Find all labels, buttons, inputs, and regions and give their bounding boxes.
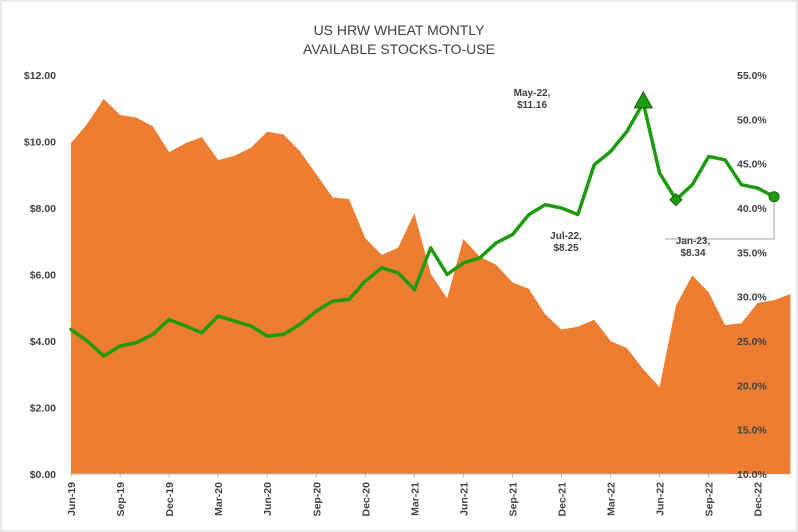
y-left-tick-label: $6.00: [30, 270, 56, 282]
y-right-tick-label: 50.0%: [737, 114, 767, 126]
peak-triangle-marker: [633, 90, 654, 109]
stocks-to-use-area-layer: [71, 98, 791, 475]
x-tick-label: Dec-22: [753, 482, 765, 517]
stocks-to-use-area: [71, 98, 791, 475]
x-tick-label: Dec-20: [360, 482, 372, 517]
y-left-tick-label: $12.00: [24, 70, 56, 82]
annotation-value: $8.25: [553, 243, 578, 254]
price-line-layer: [69, 101, 776, 358]
diamond-marker: [669, 192, 683, 207]
y-right-tick-label: 55.0%: [737, 70, 767, 82]
y-right-tick-label: 25.0%: [737, 336, 767, 348]
x-tick-label: Jun-19: [66, 482, 78, 516]
x-tick-label: Sep-22: [704, 482, 716, 517]
y-right-tick-label: 20.0%: [737, 380, 767, 392]
wheat-price-line: [69, 101, 776, 358]
x-tick-label: Sep-21: [507, 482, 519, 517]
annotation-leader-line: [665, 202, 775, 240]
y-right-tick-label: 10.0%: [737, 469, 767, 481]
axis-layer: $0.00 $2.00 $4.00 $6.00 $8.00 $10.00 $12.00 10.…: [24, 70, 768, 517]
annotation-label: May-22,: [514, 88, 551, 99]
annotation-layer: May-22,$11.16 Jul-22,$8.25 Jan-23,$8.34: [514, 88, 780, 259]
annotation-value: $11.16: [517, 100, 547, 111]
y-right-tick-label: 30.0%: [737, 292, 767, 304]
y-left-tick-label: $8.00: [30, 203, 56, 215]
annotation-label: Jan-23,: [676, 236, 711, 247]
x-tick-label: Mar-20: [213, 482, 225, 516]
y-right-tick-label: 45.0%: [737, 159, 767, 171]
x-tick-label: Sep-19: [115, 482, 127, 517]
y-right-tick-label: 40.0%: [737, 203, 767, 215]
y-right-tick-label: 15.0%: [737, 425, 767, 437]
annotation-value: $8.34: [680, 248, 705, 259]
x-tick-label: Jun-21: [458, 482, 470, 516]
y-left-tick-label: $2.00: [30, 403, 56, 415]
y-left-tick-label: $0.00: [30, 469, 56, 481]
x-tick-label: Dec-21: [557, 482, 569, 517]
x-tick-label: Mar-22: [606, 482, 618, 516]
y-right-tick-label: 35.0%: [737, 247, 767, 259]
x-tick-label: Dec-19: [164, 482, 176, 517]
y-left-tick-label: $10.00: [24, 137, 56, 149]
annotation-label: Jul-22,: [550, 231, 582, 242]
x-tick-label: Mar-21: [409, 482, 421, 516]
x-tick-label: Jun-20: [262, 482, 274, 516]
circle-marker: [768, 191, 780, 203]
chart-title-line2: AVAILABLE STOCKS-TO-USE: [303, 41, 495, 57]
x-tick-label: Sep-20: [311, 482, 323, 517]
chart-title-line1: US HRW WHEAT MONTLY: [314, 22, 486, 38]
x-tick-label: Jun-22: [655, 482, 667, 516]
y-left-tick-label: $4.00: [30, 336, 56, 348]
